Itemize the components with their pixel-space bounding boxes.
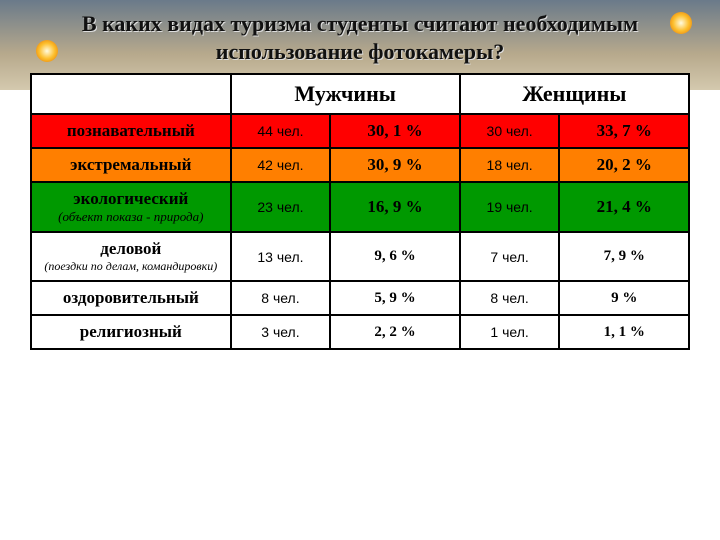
row-label: экстремальный bbox=[31, 148, 231, 182]
women-percent: 33, 7 % bbox=[559, 114, 689, 148]
women-count: 19 чел. bbox=[460, 182, 560, 232]
women-percent: 9 % bbox=[559, 281, 689, 315]
page-title: В каких видах туризма студенты считают н… bbox=[0, 0, 720, 71]
row-label: познавательный bbox=[31, 114, 231, 148]
men-percent: 5, 9 % bbox=[330, 281, 459, 315]
table-row: познавательный44 чел.30, 1 %30 чел.33, 7… bbox=[31, 114, 689, 148]
men-percent: 2, 2 % bbox=[330, 315, 459, 349]
men-count: 8 чел. bbox=[231, 281, 331, 315]
men-percent: 9, 6 % bbox=[330, 232, 459, 281]
row-label: деловой(поездки по делам, командировки) bbox=[31, 232, 231, 281]
women-count: 8 чел. bbox=[460, 281, 560, 315]
data-table: Мужчины Женщины познавательный44 чел.30,… bbox=[30, 73, 690, 350]
men-percent: 30, 9 % bbox=[330, 148, 459, 182]
men-count: 3 чел. bbox=[231, 315, 331, 349]
row-label: религиозный bbox=[31, 315, 231, 349]
table-row: оздоровительный8 чел.5, 9 %8 чел.9 % bbox=[31, 281, 689, 315]
header-men: Мужчины bbox=[231, 74, 460, 114]
men-percent: 16, 9 % bbox=[330, 182, 459, 232]
men-count: 42 чел. bbox=[231, 148, 331, 182]
women-percent: 1, 1 % bbox=[559, 315, 689, 349]
header-empty bbox=[31, 74, 231, 114]
men-count: 44 чел. bbox=[231, 114, 331, 148]
table-row: деловой(поездки по делам, командировки)1… bbox=[31, 232, 689, 281]
men-count: 13 чел. bbox=[231, 232, 331, 281]
table-header-row: Мужчины Женщины bbox=[31, 74, 689, 114]
row-label: экологический(объект показа - природа) bbox=[31, 182, 231, 232]
women-percent: 7, 9 % bbox=[559, 232, 689, 281]
men-percent: 30, 1 % bbox=[330, 114, 459, 148]
men-count: 23 чел. bbox=[231, 182, 331, 232]
women-count: 1 чел. bbox=[460, 315, 560, 349]
women-count: 30 чел. bbox=[460, 114, 560, 148]
women-percent: 21, 4 % bbox=[559, 182, 689, 232]
row-label: оздоровительный bbox=[31, 281, 231, 315]
table-row: экологический(объект показа - природа)23… bbox=[31, 182, 689, 232]
women-count: 18 чел. bbox=[460, 148, 560, 182]
header-women: Женщины bbox=[460, 74, 689, 114]
table-row: религиозный3 чел.2, 2 %1 чел.1, 1 % bbox=[31, 315, 689, 349]
women-count: 7 чел. bbox=[460, 232, 560, 281]
women-percent: 20, 2 % bbox=[559, 148, 689, 182]
table-row: экстремальный42 чел.30, 9 %18 чел.20, 2 … bbox=[31, 148, 689, 182]
